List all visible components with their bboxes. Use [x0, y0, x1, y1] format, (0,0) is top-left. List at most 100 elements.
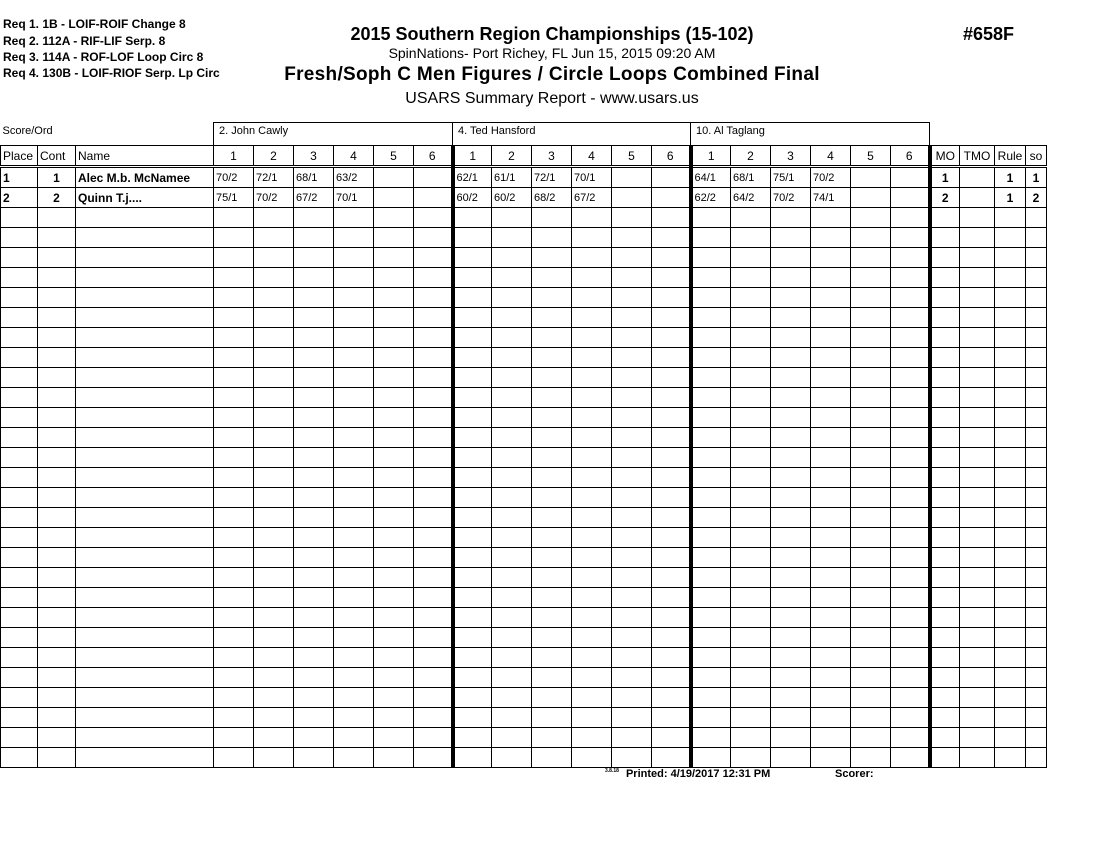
score-cell [651, 647, 691, 668]
tmo-cell [959, 407, 995, 428]
score-cell [651, 707, 691, 728]
score-cell [810, 447, 851, 468]
score-cell [491, 207, 532, 228]
score-cell [293, 387, 334, 408]
score-cell [213, 447, 254, 468]
score-cell [611, 527, 652, 548]
score-cell [213, 627, 254, 648]
score-cell [373, 307, 414, 328]
score-cell [450, 207, 492, 228]
score-cell [850, 647, 891, 668]
score-cell [730, 407, 771, 428]
mo-cell [927, 527, 960, 548]
score-cell [688, 307, 731, 328]
rule-cell [994, 427, 1026, 448]
score-cell [688, 647, 731, 668]
score-cell [571, 207, 612, 228]
score-cell [850, 627, 891, 648]
score-cell [450, 427, 492, 448]
score-cell [651, 427, 691, 448]
score-cell [293, 367, 334, 388]
score-cell [293, 607, 334, 628]
mo-cell [927, 687, 960, 708]
score-cell [373, 427, 414, 448]
score-cell: 62/1 [450, 166, 492, 188]
score-cell [293, 587, 334, 608]
score-cell [688, 527, 731, 548]
score-cell [491, 367, 532, 388]
score-cell [770, 747, 811, 768]
score-cell [531, 447, 572, 468]
rule-cell [994, 747, 1026, 768]
name-cell [75, 527, 214, 548]
score-cell [651, 687, 691, 708]
score-cell [730, 667, 771, 688]
rule-cell [994, 707, 1026, 728]
score-cell [373, 367, 414, 388]
score-cell [413, 267, 453, 288]
results-table: Score/Ord 2. John Cawly 4. Ted Hansford 10.… [0, 122, 1047, 768]
header-figure: 3 [531, 145, 572, 168]
score-cell: 70/2 [253, 187, 294, 208]
score-cell [651, 407, 691, 428]
rule-cell [994, 667, 1026, 688]
rule-cell [994, 507, 1026, 528]
so-cell [1025, 487, 1047, 508]
score-cell: 70/1 [333, 187, 374, 208]
table-row [0, 507, 1047, 528]
score-cell [333, 367, 374, 388]
score-cell [450, 367, 492, 388]
name-cell [75, 267, 214, 288]
score-cell [333, 667, 374, 688]
score-cell [571, 727, 612, 748]
header-figure: 5 [373, 145, 414, 168]
score-cell [450, 607, 492, 628]
cont-cell [37, 647, 76, 668]
score-cell [531, 587, 572, 608]
name-cell [75, 387, 214, 408]
score-cell [450, 647, 492, 668]
score-cell [333, 247, 374, 268]
score-cell [810, 287, 851, 308]
score-cell [213, 527, 254, 548]
score-cell [413, 487, 453, 508]
score-cell [651, 387, 691, 408]
score-cell [293, 667, 334, 688]
cont-cell [37, 707, 76, 728]
name-cell [75, 307, 214, 328]
score-cell [373, 407, 414, 428]
cont-cell [37, 467, 76, 488]
score-cell [571, 467, 612, 488]
score-cell: 72/1 [531, 166, 572, 188]
score-cell [890, 227, 930, 248]
tmo-cell [959, 187, 995, 208]
score-cell [253, 227, 294, 248]
score-cell [531, 707, 572, 728]
rule-cell [994, 347, 1026, 368]
place-cell [0, 687, 38, 708]
judge-name: 4. Ted Hansford [452, 122, 691, 146]
score-cell [810, 647, 851, 668]
score-cell [810, 407, 851, 428]
score-cell [651, 527, 691, 548]
score-cell [333, 227, 374, 248]
header-figure: 5 [611, 145, 652, 168]
score-cell [688, 447, 731, 468]
score-cell [293, 647, 334, 668]
score-cell [253, 267, 294, 288]
header-figure: 4 [571, 145, 612, 168]
so-cell [1025, 607, 1047, 628]
score-cell [413, 507, 453, 528]
score-cell [611, 247, 652, 268]
score-cell [413, 667, 453, 688]
cont-cell [37, 667, 76, 688]
tmo-cell [959, 207, 995, 228]
score-cell [450, 667, 492, 688]
score-cell [810, 507, 851, 528]
so-cell [1025, 527, 1047, 548]
score-cell [571, 547, 612, 568]
tmo-cell [959, 487, 995, 508]
score-cell [651, 547, 691, 568]
mo-cell [927, 707, 960, 728]
place-cell [0, 247, 38, 268]
